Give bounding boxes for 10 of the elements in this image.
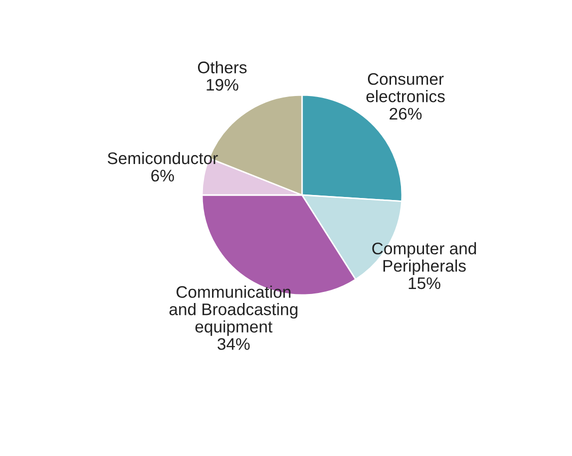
data-label: 26% <box>390 108 422 120</box>
slice-label: Semiconductor <box>108 152 218 164</box>
slice-label: Communication and Broadcasting equipment <box>169 286 298 336</box>
data-label: 34% <box>218 338 250 350</box>
data-label: 19% <box>206 78 238 91</box>
data-label: 15% <box>408 277 440 290</box>
slice-label: Others <box>198 61 247 74</box>
data-label: 6% <box>151 170 174 182</box>
slice-label: Computer and Peripherals <box>372 242 476 276</box>
slice-label: Consumer electronics <box>366 73 445 102</box>
